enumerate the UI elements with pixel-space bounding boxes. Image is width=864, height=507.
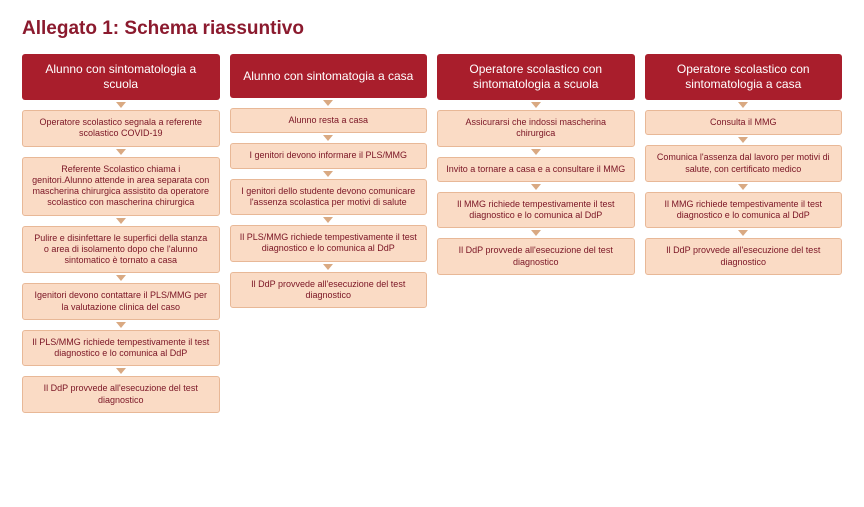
arrow-icon — [116, 322, 126, 328]
flow-step: Operatore scolastico segnala a referente… — [22, 110, 220, 147]
arrow-icon — [323, 171, 333, 177]
flow-step: Il MMG richiede tempestivamente il test … — [437, 192, 635, 229]
column-3: Operatore scolastico con sintomatologia … — [645, 54, 843, 413]
arrow-icon — [323, 135, 333, 141]
arrow-icon — [531, 230, 541, 236]
arrow-icon — [323, 100, 333, 106]
column-2: Operatore scolastico con sintomatologia … — [437, 54, 635, 413]
arrow-icon — [531, 149, 541, 155]
arrow-icon — [116, 102, 126, 108]
flow-step: Igenitori devono contattare il PLS/MMG p… — [22, 283, 220, 320]
column-0: Alunno con sintomatologia a scuola Opera… — [22, 54, 220, 413]
flow-step: Consulta il MMG — [645, 110, 843, 135]
flow-step: Comunica l'assenza dal lavoro per motivi… — [645, 145, 843, 182]
arrow-icon — [531, 184, 541, 190]
arrow-icon — [116, 149, 126, 155]
page-title: Allegato 1: Schema riassuntivo — [22, 18, 842, 40]
flow-step: Il MMG richiede tempestivamente il test … — [645, 192, 843, 229]
column-header: Alunno con sintomatogia a casa — [230, 54, 428, 98]
flow-step: Assicurarsi che indossi mascherina chiru… — [437, 110, 635, 147]
arrow-icon — [116, 275, 126, 281]
arrow-icon — [738, 184, 748, 190]
flow-step: Il DdP provvede all'esecuzione del test … — [437, 238, 635, 275]
flow-step: Il PLS/MMG richiede tempestivamente il t… — [230, 225, 428, 262]
flow-step: Referente Scolastico chiama i genitori.A… — [22, 157, 220, 216]
arrow-icon — [738, 230, 748, 236]
flow-step: Il DdP provvede all'esecuzione del test … — [645, 238, 843, 275]
arrow-icon — [323, 264, 333, 270]
flow-step: Il DdP provvede all'esecuzione del test … — [22, 376, 220, 413]
flow-step: I genitori dello studente devono comunic… — [230, 179, 428, 216]
arrow-icon — [738, 102, 748, 108]
flow-step: Invito a tornare a casa e a consultare i… — [437, 157, 635, 182]
arrow-icon — [116, 368, 126, 374]
flow-step: Il DdP provvede all'esecuzione del test … — [230, 272, 428, 309]
flow-step: Il PLS/MMG richiede tempestivamente il t… — [22, 330, 220, 367]
column-1: Alunno con sintomatogia a casa Alunno re… — [230, 54, 428, 413]
column-header: Operatore scolastico con sintomatologia … — [437, 54, 635, 100]
flow-step: Alunno resta a casa — [230, 108, 428, 133]
column-header: Alunno con sintomatologia a scuola — [22, 54, 220, 100]
arrow-icon — [738, 137, 748, 143]
arrow-icon — [531, 102, 541, 108]
flow-step: I genitori devono informare il PLS/MMG — [230, 143, 428, 168]
arrow-icon — [323, 217, 333, 223]
column-header: Operatore scolastico con sintomatologia … — [645, 54, 843, 100]
arrow-icon — [116, 218, 126, 224]
flow-step: Pulire e disinfettare le superfici della… — [22, 226, 220, 274]
flowchart-columns: Alunno con sintomatologia a scuola Opera… — [22, 54, 842, 413]
